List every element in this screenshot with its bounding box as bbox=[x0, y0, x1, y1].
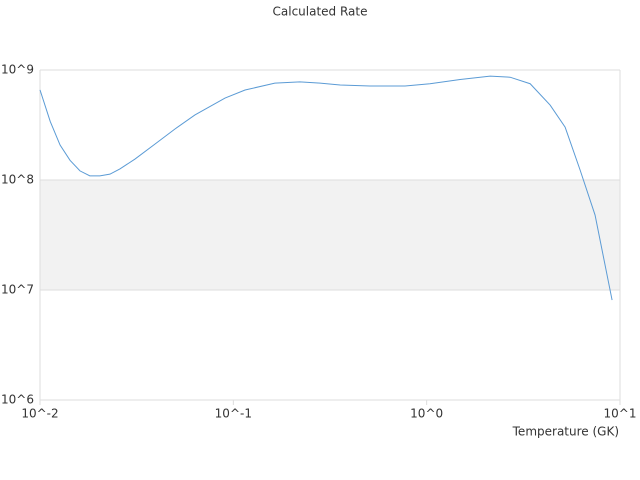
y-tick-label: 10^6 bbox=[1, 393, 34, 407]
chart-title: Calculated Rate bbox=[273, 5, 368, 19]
y-tick-label: 10^9 bbox=[1, 63, 34, 77]
y-tick-label: 10^8 bbox=[1, 173, 34, 187]
x-tick-label: 10^-2 bbox=[21, 407, 58, 421]
x-tick-label: 10^-1 bbox=[215, 407, 252, 421]
x-tick-label: 10^1 bbox=[604, 407, 637, 421]
data-line bbox=[39, 75, 613, 301]
x-axis-label: Temperature (GK) bbox=[512, 425, 619, 439]
y-tick-label: 10^7 bbox=[1, 283, 34, 297]
x-tick-label: 10^0 bbox=[410, 407, 443, 421]
grid-band bbox=[40, 180, 620, 290]
